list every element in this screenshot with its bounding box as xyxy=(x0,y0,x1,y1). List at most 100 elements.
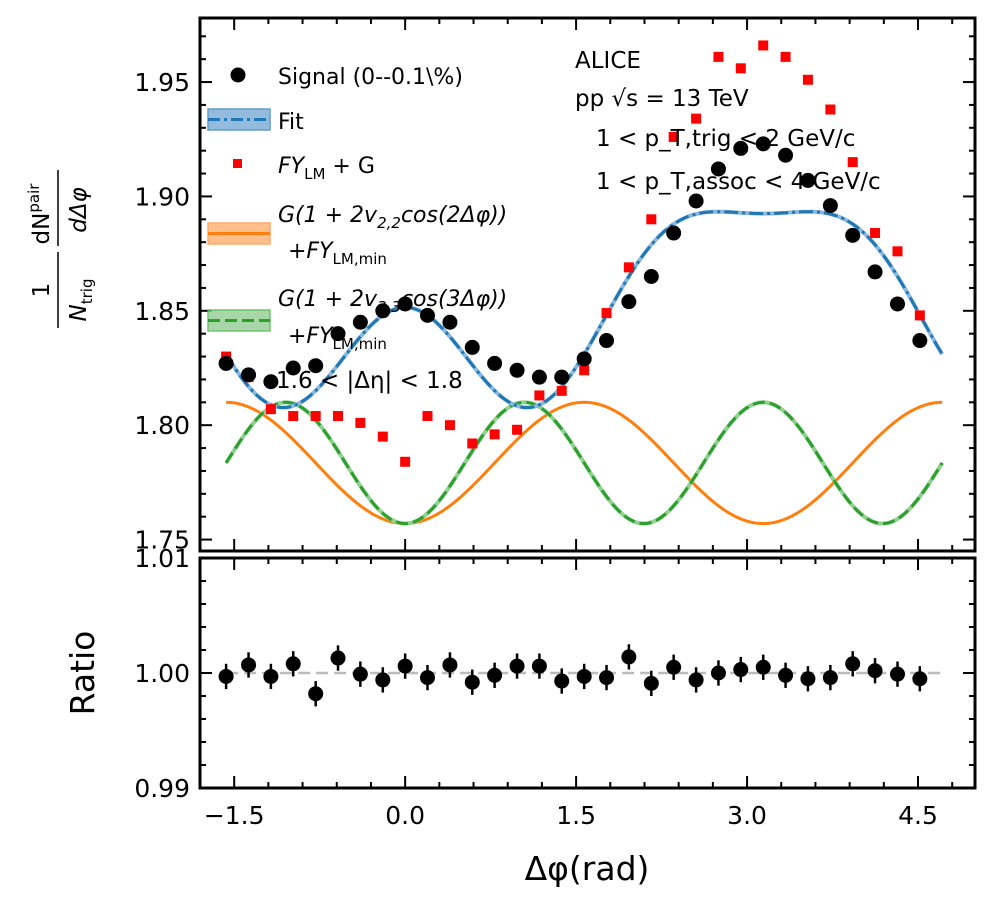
ratio-point xyxy=(755,659,771,675)
ratio-point xyxy=(487,667,503,683)
ratio-point xyxy=(509,658,525,674)
fylm-point xyxy=(713,51,724,62)
signal-point xyxy=(710,161,726,177)
ratio-point xyxy=(241,657,257,673)
x-axis-label: Δφ(rad) xyxy=(525,849,650,888)
fylm-point xyxy=(467,438,478,449)
bottom-panel-frame xyxy=(198,556,977,790)
signal-point xyxy=(733,140,749,156)
fylm-point xyxy=(556,385,567,396)
signal-point xyxy=(822,198,838,214)
ratio-point xyxy=(800,671,816,687)
signal-point xyxy=(330,326,346,342)
signal-point xyxy=(621,294,637,310)
fylm-point xyxy=(355,417,366,428)
signal-point xyxy=(576,351,592,367)
y-tick-label: 1.90 xyxy=(134,182,190,211)
fylm-point xyxy=(400,456,411,467)
y-tick-label: 1.95 xyxy=(134,68,190,97)
ratio-point xyxy=(375,672,391,688)
fylm-point xyxy=(646,214,657,225)
fylm-point xyxy=(265,404,276,415)
ratio-point xyxy=(710,665,726,681)
tick-labels: 1.75 1.80 1.85 1.90 1.95 0.99 1.00 1.01 −1.5 0.0 1… xyxy=(134,68,938,830)
ratio-point xyxy=(621,649,637,665)
legend-signal-marker xyxy=(230,67,246,83)
x-tick-label: 0.0 xyxy=(385,801,425,830)
x-tick-label: −1.5 xyxy=(204,801,265,830)
y-tick-label: 1.75 xyxy=(134,526,190,555)
ratio-point xyxy=(778,667,794,683)
signal-point xyxy=(263,374,279,390)
ratio-point xyxy=(352,666,368,682)
ratio-point xyxy=(845,656,861,672)
v33-curve xyxy=(224,400,944,526)
fylm-point xyxy=(601,308,612,319)
ratio-point xyxy=(419,670,435,686)
fylm-point xyxy=(735,63,746,74)
fylm-point xyxy=(691,113,702,124)
fylm-point xyxy=(534,390,545,401)
fylm-point xyxy=(780,51,791,62)
signal-point xyxy=(845,227,861,243)
y-tick-label: 1.85 xyxy=(134,297,190,326)
fylm-point xyxy=(825,104,836,115)
v22-curve xyxy=(226,400,943,526)
signal-point xyxy=(375,303,391,319)
signal-point xyxy=(241,367,257,383)
legend-v33-label-line2: +FYLM,min xyxy=(288,324,387,353)
legend-v22-label-line2: +FYLM,min xyxy=(288,239,387,268)
legend-fylm-label: FYLM + G xyxy=(278,154,375,183)
fylm-point xyxy=(579,365,590,376)
signal-point xyxy=(308,358,324,374)
fylm-point xyxy=(489,429,500,440)
ratio-point xyxy=(330,650,346,666)
legend-v33-label-line1: G(1 + 2v3,3cos(3Δφ)) xyxy=(278,287,507,316)
signal-point xyxy=(419,307,435,323)
top-y-axis-label: 1 Ntrig dNpair dΔφ xyxy=(25,170,96,328)
signal-point xyxy=(509,362,525,378)
signal-point xyxy=(397,296,413,312)
fylm-point xyxy=(333,411,344,422)
ratio-point xyxy=(263,668,279,684)
y-tick-label: 1.80 xyxy=(134,411,190,440)
signal-point xyxy=(442,314,458,330)
fylm-point xyxy=(422,411,433,422)
annotation-pt-assoc: 1 < p_T,assoc < 4 GeV/c xyxy=(596,169,881,195)
x-tick-label: 4.5 xyxy=(898,801,938,830)
ratio-point xyxy=(464,674,480,690)
ratio-point xyxy=(912,671,928,687)
fylm-point xyxy=(377,431,388,442)
fylm-point xyxy=(802,74,813,85)
ratio-point xyxy=(308,686,324,702)
ratio-point xyxy=(531,658,547,674)
ratio-points xyxy=(218,644,928,707)
ratio-point xyxy=(599,670,615,686)
ratio-point xyxy=(666,659,682,675)
ylabel-dphi: dΔφ xyxy=(66,187,92,233)
ratio-point xyxy=(554,673,570,689)
ylabel-dn: dNpair xyxy=(25,183,55,245)
ratio-y-tick-label: 1.01 xyxy=(134,544,190,573)
signal-point xyxy=(867,264,883,280)
top-panel-frame xyxy=(198,16,977,553)
annotation-deta: 1.6 < |Δη| < 1.8 xyxy=(276,368,463,394)
legend: Signal (0--0.1\%) Fit FYLM + G G(1 + 2v2… xyxy=(207,65,507,353)
legend-fit-label: Fit xyxy=(278,110,304,135)
fylm-point xyxy=(914,310,925,321)
signal-point xyxy=(890,296,905,312)
signal-point xyxy=(531,369,547,385)
ylabel-ntrig: Ntrig xyxy=(66,279,96,322)
ratio-point xyxy=(867,663,883,679)
annotation-alice: ALICE xyxy=(575,48,641,74)
signal-point xyxy=(285,360,301,376)
fylm-point xyxy=(668,131,679,142)
x-tick-label: 3.0 xyxy=(727,801,767,830)
fylm-point xyxy=(288,411,299,422)
signal-point xyxy=(800,172,816,188)
ylabel-one: 1 xyxy=(29,283,55,298)
fylm-point xyxy=(310,411,321,422)
signal-point xyxy=(778,147,794,163)
signal-point xyxy=(554,369,570,385)
